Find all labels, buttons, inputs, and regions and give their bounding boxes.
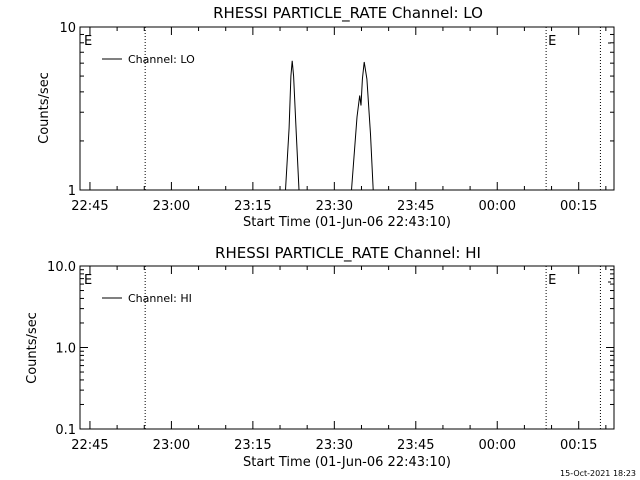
x-tick-label: 23:30 bbox=[316, 199, 353, 214]
x-tick-label: 23:15 bbox=[234, 199, 271, 214]
marker-label: E bbox=[548, 34, 556, 49]
x-tick-label: 00:00 bbox=[479, 199, 516, 214]
x-tick-label: 23:45 bbox=[397, 438, 434, 453]
x-tick-label: 23:15 bbox=[234, 438, 271, 453]
panel-lo: RHESSI PARTICLE_RATE Channel: LO 1 10 22:… bbox=[37, 4, 615, 230]
y-tick-label: 10 bbox=[59, 21, 76, 36]
marker-label: E bbox=[84, 273, 92, 288]
y-tick-label: 1 bbox=[68, 184, 76, 199]
series-line-channel-lo bbox=[285, 60, 374, 191]
y-tick-label: 0.1 bbox=[55, 423, 76, 438]
panel-hi-frame bbox=[79, 265, 615, 430]
x-tick-label: 23:00 bbox=[153, 199, 190, 214]
panel-lo-title: RHESSI PARTICLE_RATE Channel: LO bbox=[213, 4, 483, 23]
panel-hi: RHESSI PARTICLE_RATE Channel: HI 0.1 1.0 1… bbox=[25, 244, 615, 470]
x-tick-label: 00:15 bbox=[560, 438, 597, 453]
marker-label: E bbox=[548, 273, 556, 288]
panel-hi-ylabel: Counts/sec bbox=[25, 312, 40, 384]
panel-lo-xlabel: Start Time (01-Jun-06 22:43:10) bbox=[243, 215, 451, 230]
panel-hi-title: RHESSI PARTICLE_RATE Channel: HI bbox=[215, 244, 481, 263]
footer-timestamp: 15-Oct-2021 18:23 bbox=[560, 469, 636, 478]
panel-hi-legend-label: Channel: HI bbox=[128, 292, 192, 305]
x-tick-label: 23:00 bbox=[153, 438, 190, 453]
x-tick-label: 23:30 bbox=[316, 438, 353, 453]
x-tick-label: 23:45 bbox=[397, 199, 434, 214]
panel-lo-frame bbox=[79, 26, 615, 191]
x-tick-label: 22:45 bbox=[71, 438, 108, 453]
y-tick-label: 10.0 bbox=[47, 260, 76, 275]
panel-hi-xlabel: Start Time (01-Jun-06 22:43:10) bbox=[243, 455, 451, 470]
x-tick-label: 00:15 bbox=[560, 199, 597, 214]
x-tick-label: 00:00 bbox=[479, 438, 516, 453]
marker-label: E bbox=[84, 34, 92, 49]
y-tick-label: 1.0 bbox=[55, 342, 76, 357]
x-tick-label: 22:45 bbox=[71, 199, 108, 214]
panel-lo-ylabel: Counts/sec bbox=[37, 72, 52, 144]
panel-lo-legend-label: Channel: LO bbox=[128, 53, 195, 66]
